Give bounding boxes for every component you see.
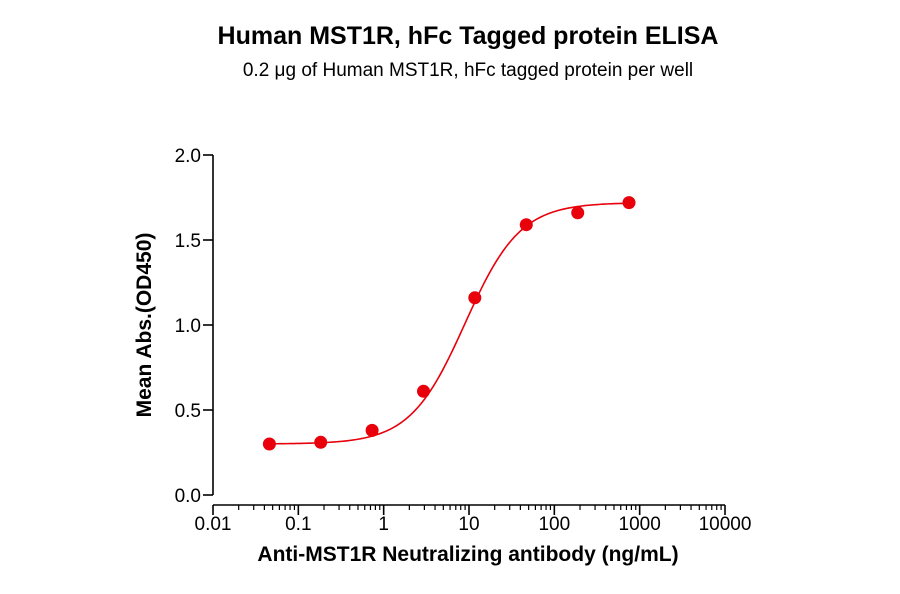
y-tick-label: 0.0 [175,486,201,507]
chart-title: Human MST1R, hFc Tagged protein ELISA [217,22,719,50]
y-tick-label: 2.0 [175,146,201,167]
subtitle-part: g of Human MST1R, hFc tagged protein per… [285,60,694,81]
x-tick-label: 0.1 [285,514,311,535]
data-point [571,206,585,220]
data-point [314,435,328,449]
data-point [262,437,276,451]
data-point [468,291,482,305]
x-tick-label: 1000 [619,514,661,535]
data-point [417,384,431,398]
data-point [365,423,379,437]
y-tick-label: 1.0 [175,316,201,337]
y-tick-label: 0.5 [175,401,201,422]
x-tick-label: 10000 [699,514,752,535]
data-point [622,196,636,210]
x-tick-label: 10 [458,514,479,535]
fit-curve [269,202,630,445]
x-tick-label: 1 [378,514,389,535]
chart-subtitle: 0.2 μg of Human MST1R, hFc tagged protei… [0,60,900,82]
subtitle-unit-mu: μ [274,60,286,81]
data-point [519,218,533,232]
x-axis-label: Anti-MST1R Neutralizing antibody (ng/mL) [257,543,679,566]
x-tick-label: 100 [538,514,570,535]
y-tick-label: 1.5 [175,231,201,252]
subtitle-part: 0.2 [242,60,275,81]
x-tick-label: 0.01 [195,514,232,535]
